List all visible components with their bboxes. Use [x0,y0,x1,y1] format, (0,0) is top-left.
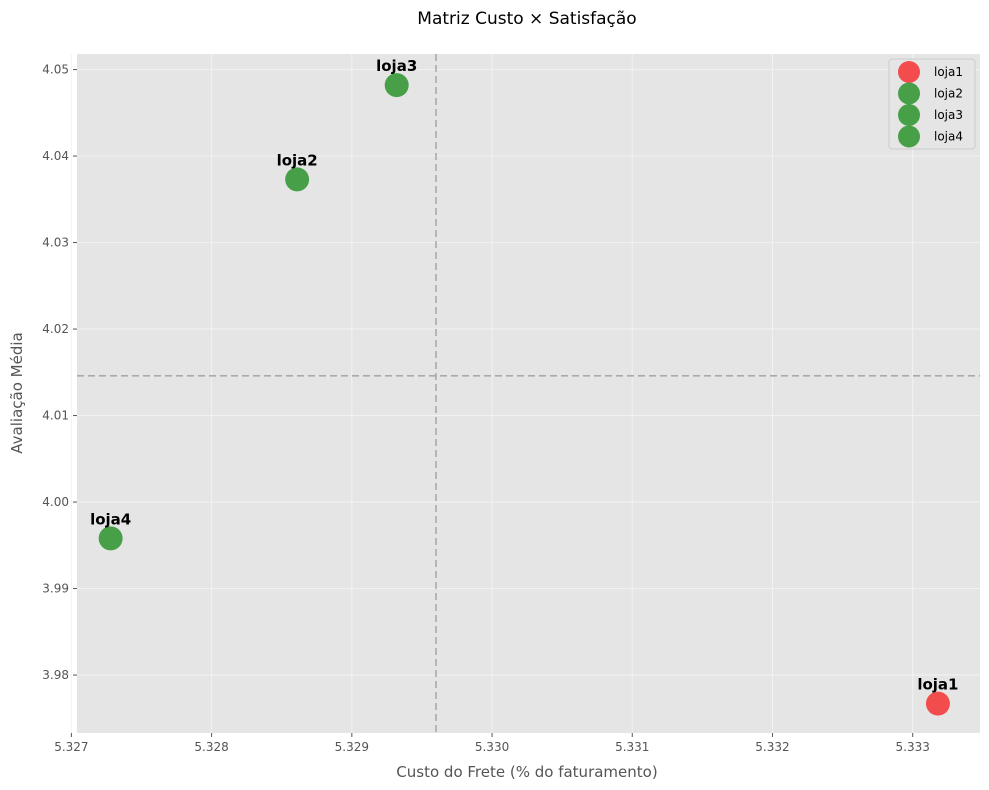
point-loja3 [384,73,409,98]
y-axis-ticks: 3.98 3.99 4.00 4.01 4.02 4.03 4.04 4.05 [42,63,77,682]
x-axis-ticks: 5.327 5.328 5.329 5.330 5.331 5.332 5.333 [54,733,930,754]
grid [70,54,980,733]
chart-title: Matriz Custo × Satisfação [417,9,636,29]
x-axis-label: Custo do Frete (% do faturamento) [396,763,657,781]
x-tick-label: 5.328 [194,740,228,754]
y-tick-label: 4.01 [42,409,69,423]
legend-label-loja1: loja1 [934,65,963,79]
x-tick-label: 5.327 [54,740,88,754]
legend-marker-loja4 [898,125,920,148]
legend-marker-loja3 [898,104,920,126]
point-label-loja3: loja3 [376,57,417,75]
point-loja1 [925,691,950,716]
point-labels: loja1 loja2 loja3 loja4 [90,57,958,693]
x-tick-label: 5.332 [755,740,789,754]
point-label-loja1: loja1 [917,676,958,694]
y-tick-label: 3.98 [42,668,69,682]
y-axis-label: Avaliação Média [8,332,26,453]
point-label-loja2: loja2 [277,151,318,169]
x-tick-label: 5.333 [896,740,930,754]
y-tick-label: 4.00 [42,495,69,509]
legend: loja1 loja2 loja3 loja4 [888,58,976,150]
legend-label-loja2: loja2 [934,87,963,101]
x-tick-label: 5.330 [475,740,509,754]
x-tick-label: 5.329 [335,740,369,754]
point-loja2 [285,167,310,192]
legend-marker-loja1 [898,61,920,83]
y-tick-label: 4.03 [42,236,69,250]
y-tick-label: 4.05 [42,63,69,77]
legend-label-loja3: loja3 [934,108,963,122]
reference-lines [77,54,980,733]
data-points [98,73,950,716]
point-loja4 [98,526,123,551]
legend-label-loja4: loja4 [934,130,963,144]
y-tick-label: 4.04 [42,149,69,163]
point-label-loja4: loja4 [90,510,131,528]
y-tick-label: 3.99 [42,582,69,596]
legend-marker-loja2 [898,82,920,105]
y-tick-label: 4.02 [42,322,69,336]
plot-area [77,54,980,733]
x-tick-label: 5.331 [615,740,649,754]
